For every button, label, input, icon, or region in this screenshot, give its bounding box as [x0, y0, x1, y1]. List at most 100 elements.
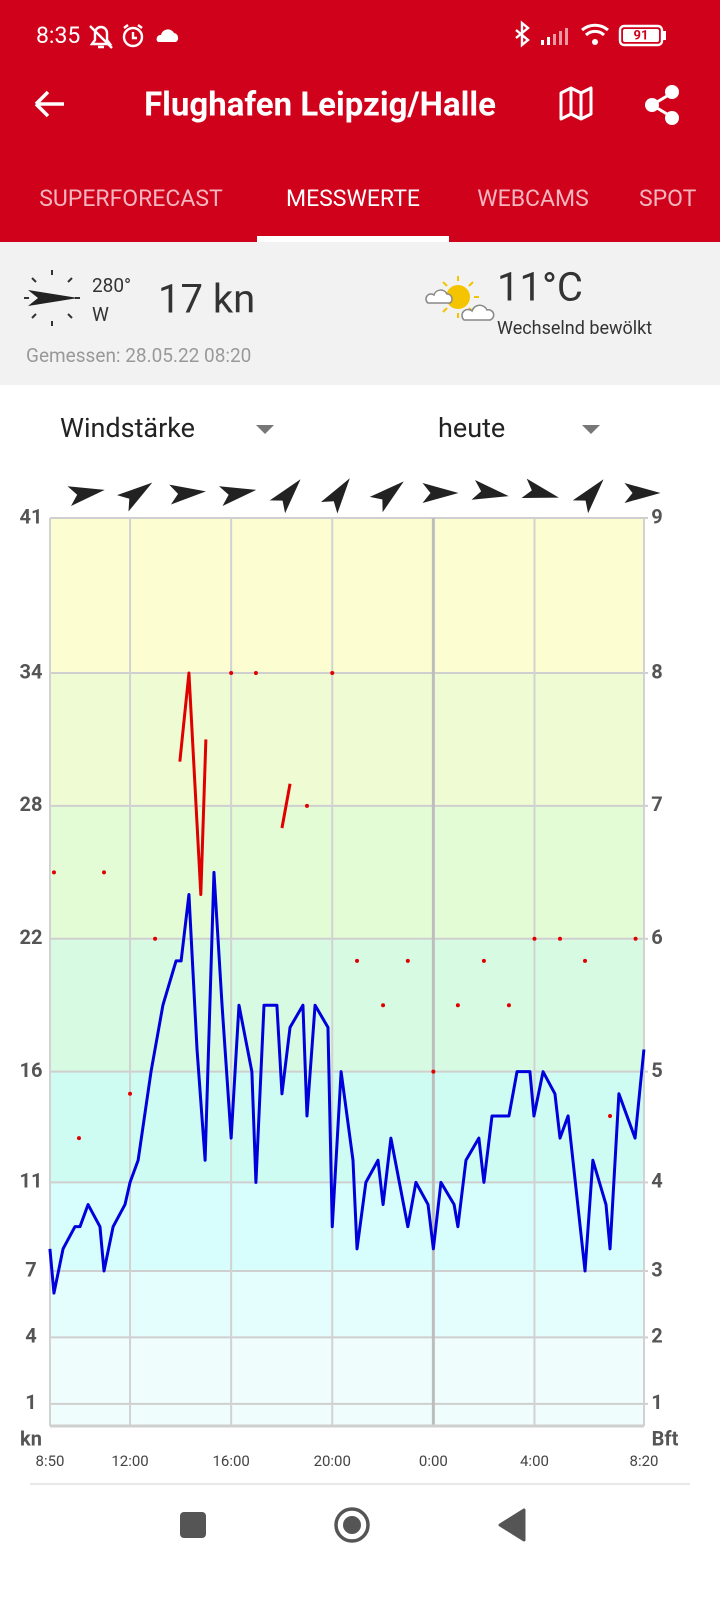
tab[interactable]: SUPERFORECAST	[39, 185, 223, 212]
scale-band	[50, 938, 644, 1072]
x-tick-label: 20:00	[314, 1452, 351, 1470]
nav-home[interactable]	[334, 1507, 370, 1543]
y-tick-label: 11	[20, 1169, 43, 1193]
data-point	[330, 671, 335, 676]
parameter-dropdown[interactable]: Windstärke	[60, 412, 195, 444]
tab[interactable]: WEBCAMS	[477, 185, 589, 212]
wind-direction-arrow	[471, 480, 509, 500]
data-point	[455, 1003, 460, 1008]
nav-recents[interactable]	[180, 1512, 206, 1538]
scale-band	[50, 1403, 644, 1426]
y2-tick-label: 6	[651, 925, 662, 949]
wind-direction-arrow	[369, 481, 404, 513]
wind-direction-degrees: 280°	[92, 274, 131, 297]
wind-compass-icon	[24, 270, 80, 326]
scale-band	[50, 1270, 644, 1338]
measurement-time: Gemessen: 28.05.22 08:20	[26, 344, 251, 367]
scale-band	[50, 805, 644, 939]
scale-band	[50, 1071, 644, 1183]
dropdown-arrow[interactable]	[582, 425, 600, 434]
y2-tick-label: 3	[651, 1257, 662, 1281]
back-button[interactable]	[34, 90, 64, 118]
wind-direction-arrow	[521, 478, 559, 499]
status-icons	[89, 20, 666, 49]
wind-direction-arrow	[67, 486, 105, 506]
data-point	[51, 870, 56, 875]
y-tick-label: 28	[20, 792, 43, 816]
y2-tick-label: 7	[651, 792, 662, 816]
battery-fill	[623, 29, 659, 42]
y-tick-label: 1	[25, 1390, 36, 1414]
battery-level: 91	[634, 28, 649, 43]
data-point	[532, 936, 537, 941]
data-point	[405, 958, 410, 963]
x-tick-label: 16:00	[212, 1452, 249, 1470]
y2-tick-label: 5	[651, 1058, 662, 1082]
temperature: 11°C	[497, 264, 583, 311]
wind-direction-arrow	[422, 483, 459, 503]
y-tick-label: 22	[20, 925, 43, 949]
current-panel	[0, 242, 720, 385]
data-point	[557, 936, 562, 941]
y-tick-label: 4	[25, 1324, 36, 1348]
y2-tick-label: 4	[651, 1169, 662, 1193]
weather-description: Wechselnd bewölkt	[497, 318, 652, 339]
data-point	[304, 803, 309, 808]
data-point	[608, 1113, 613, 1118]
signal-icon	[541, 28, 568, 45]
x-tick-label: 12:00	[111, 1452, 148, 1470]
y2-tick-label: 2	[651, 1324, 662, 1348]
x-tick-label: 8:20	[630, 1452, 659, 1470]
data-point	[253, 671, 258, 676]
y-axis-label: kn	[20, 1426, 42, 1450]
data-point	[633, 936, 638, 941]
app-bar	[0, 0, 720, 242]
wind-direction-arrow	[624, 483, 661, 503]
data-point	[583, 958, 588, 963]
map-button[interactable]	[559, 86, 593, 121]
wind-speed: 17 kn	[158, 276, 255, 323]
y2-axis-label: Bft	[652, 1426, 679, 1450]
y-tick-label: 41	[20, 504, 43, 528]
nav-back[interactable]	[498, 1508, 526, 1542]
x-tick-label: 8:50	[36, 1452, 65, 1470]
scale-band	[50, 1337, 644, 1404]
page-title: Flughafen Leipzig/Halle	[144, 86, 496, 125]
data-point	[355, 958, 360, 963]
scale-band	[50, 518, 644, 674]
wind-direction-arrow	[320, 478, 350, 514]
data-point	[431, 1069, 436, 1074]
y2-tick-label: 9	[651, 504, 662, 528]
data-point	[481, 958, 486, 963]
data-line	[280, 783, 292, 829]
data-line	[178, 671, 208, 896]
data-point	[153, 936, 158, 941]
share-button[interactable]	[645, 85, 679, 125]
y2-tick-label: 8	[651, 659, 662, 683]
tab[interactable]: SPOT	[639, 185, 697, 212]
wind-direction: W	[92, 303, 109, 326]
wind-direction-arrow	[169, 484, 206, 505]
y-tick-label: 34	[20, 659, 43, 683]
y2-tick-label: 1	[651, 1390, 662, 1414]
y-tick-label: 7	[25, 1257, 36, 1281]
data-point	[76, 1136, 81, 1141]
data-point	[381, 1003, 386, 1008]
wind-direction-arrow	[219, 486, 257, 506]
y-tick-label: 16	[20, 1058, 43, 1082]
x-tick-label: 0:00	[419, 1452, 448, 1470]
wind-direction-arrow	[117, 482, 153, 512]
dropdown-arrow[interactable]	[256, 425, 274, 434]
data-point	[506, 1003, 511, 1008]
weather-icon	[425, 276, 495, 321]
period-dropdown[interactable]: heute	[438, 412, 505, 444]
data-point	[102, 870, 107, 875]
x-tick-label: 4:00	[520, 1452, 549, 1470]
data-line	[48, 870, 646, 1295]
scale-band	[50, 1182, 644, 1271]
tab-active[interactable]: MESSWERTE	[286, 185, 420, 212]
data-point	[128, 1091, 133, 1096]
